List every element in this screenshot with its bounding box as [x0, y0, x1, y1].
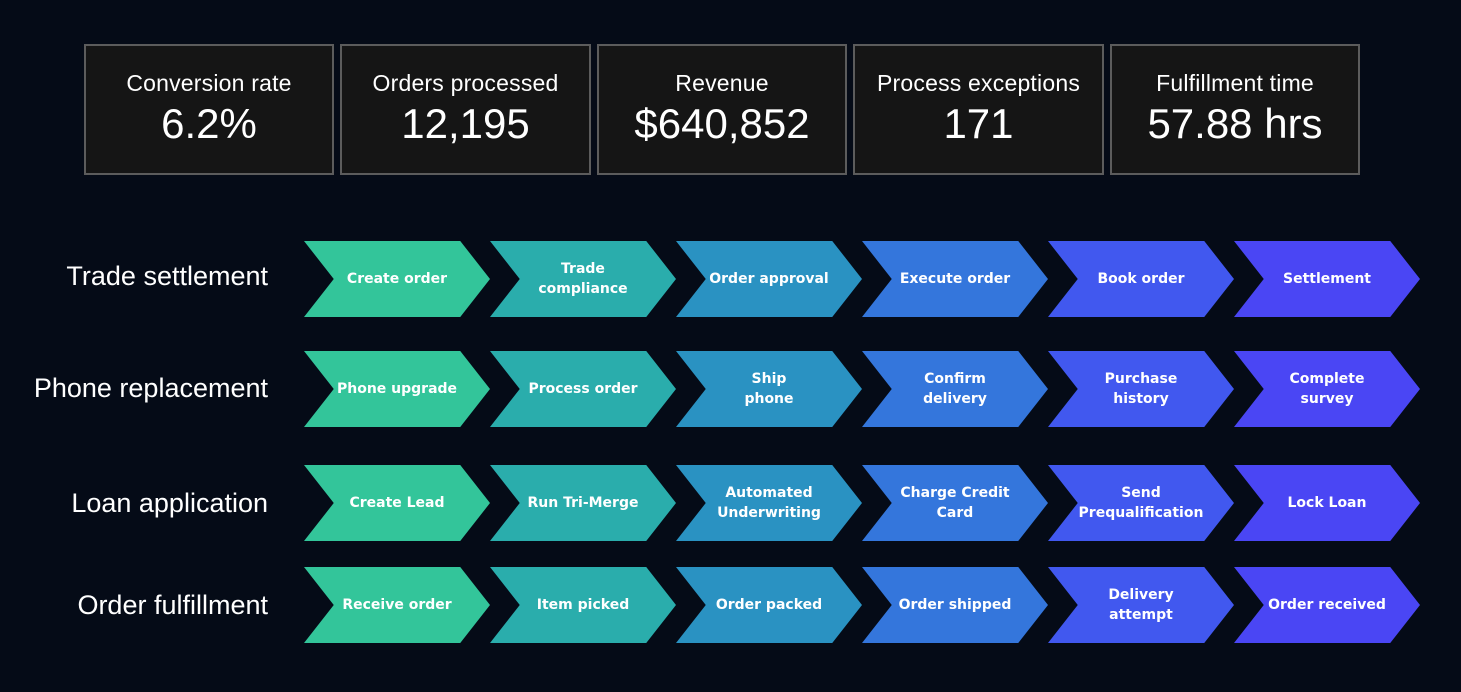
- kpi-card-fulfillment-time: Fulfillment time 57.88 hrs: [1110, 44, 1360, 175]
- kpi-label: Orders processed: [372, 70, 559, 97]
- process-step: Create order: [304, 241, 490, 317]
- process-step: Receive order: [304, 567, 490, 643]
- kpi-label: Revenue: [675, 70, 769, 97]
- process-step-label: Phone upgrade: [336, 381, 458, 397]
- process-step: Settlement: [1234, 241, 1420, 317]
- process-step: Trade compliance: [490, 241, 676, 317]
- process-step-label: Send Prequalification: [1078, 485, 1204, 521]
- process-step: Process order: [490, 351, 676, 427]
- process-step: Item picked: [490, 567, 676, 643]
- process-step-label: Purchase history: [1104, 371, 1178, 407]
- process-step: Phone upgrade: [304, 351, 490, 427]
- process-step-label: Settlement: [1283, 271, 1371, 287]
- process-label-phone-replacement: Phone replacement: [33, 373, 268, 403]
- process-step: Charge Credit Card: [862, 465, 1048, 541]
- process-label-order-fulfillment: Order fulfillment: [77, 590, 268, 620]
- process-label-loan-application: Loan application: [71, 488, 268, 518]
- process-step-label: Delivery attempt: [1108, 587, 1174, 623]
- process-step: Lock Loan: [1234, 465, 1420, 541]
- process-step: Delivery attempt: [1048, 567, 1234, 643]
- process-step-label: Create Lead: [349, 495, 445, 511]
- kpi-card-revenue: Revenue $640,852: [597, 44, 847, 175]
- process-step: Order approval: [676, 241, 862, 317]
- process-step: Run Tri-Merge: [490, 465, 676, 541]
- process-step: Complete survey: [1234, 351, 1420, 427]
- process-step-label: Execute order: [899, 271, 1011, 287]
- process-step-label: Lock Loan: [1287, 495, 1367, 511]
- process-step-label: Automated Underwriting: [717, 485, 821, 521]
- process-step-label: Complete survey: [1289, 371, 1365, 407]
- kpi-card-orders-processed: Orders processed 12,195: [340, 44, 591, 175]
- process-step-label: Charge Credit Card: [900, 485, 1010, 521]
- process-step-label: Receive order: [342, 597, 452, 613]
- kpi-card-conversion-rate: Conversion rate 6.2%: [84, 44, 334, 175]
- kpi-value: 171: [943, 99, 1014, 147]
- kpi-value: $640,852: [634, 99, 810, 147]
- process-step-label: Order shipped: [898, 597, 1012, 613]
- process-step-label: Trade compliance: [538, 261, 628, 297]
- process-step-label: Item picked: [536, 597, 630, 613]
- process-step: Order shipped: [862, 567, 1048, 643]
- process-step-label: Order packed: [715, 597, 823, 613]
- process-step-label: Order received: [1268, 597, 1386, 613]
- process-step: Send Prequalification: [1048, 465, 1234, 541]
- process-label-trade-settlement: Trade settlement: [66, 261, 268, 291]
- process-step-label: Confirm delivery: [923, 371, 987, 407]
- kpi-label: Conversion rate: [126, 70, 292, 97]
- kpi-label: Fulfillment time: [1156, 70, 1314, 97]
- process-step-label: Order approval: [709, 271, 829, 287]
- process-step: Book order: [1048, 241, 1234, 317]
- process-step: Ship phone: [676, 351, 862, 427]
- process-step-label: Process order: [528, 381, 638, 397]
- kpi-label: Process exceptions: [876, 70, 1081, 97]
- process-step: Confirm delivery: [862, 351, 1048, 427]
- kpi-card-process-exceptions: Process exceptions 171: [853, 44, 1104, 175]
- process-step: Create Lead: [304, 465, 490, 541]
- process-step: Order received: [1234, 567, 1420, 643]
- process-step-label: Ship phone: [744, 371, 794, 407]
- kpi-value: 57.88 hrs: [1147, 99, 1323, 147]
- process-step: Order packed: [676, 567, 862, 643]
- process-step-label: Create order: [346, 271, 448, 287]
- process-step-label: Book order: [1097, 271, 1185, 287]
- kpi-value: 12,195: [401, 99, 530, 147]
- kpi-value: 6.2%: [161, 99, 257, 147]
- process-step: Execute order: [862, 241, 1048, 317]
- process-step-label: Run Tri-Merge: [527, 495, 639, 511]
- process-step: Automated Underwriting: [676, 465, 862, 541]
- process-step: Purchase history: [1048, 351, 1234, 427]
